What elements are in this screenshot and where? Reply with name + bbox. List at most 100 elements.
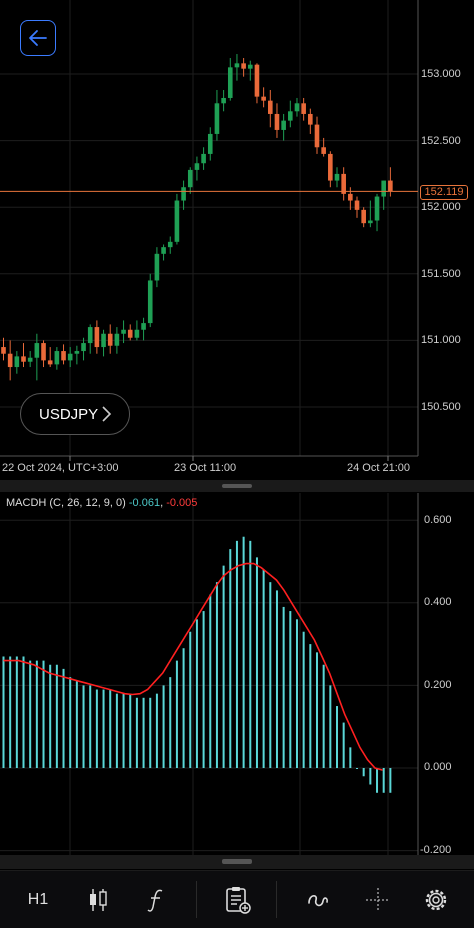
histogram-bar <box>82 685 85 768</box>
histogram-bar <box>389 768 392 793</box>
draw-icon <box>308 894 328 906</box>
histogram-bar <box>122 693 125 768</box>
candle-body <box>294 103 300 112</box>
price-label: 152.500 <box>421 135 461 147</box>
toolbar-separator <box>276 881 277 918</box>
candle-body <box>301 103 306 114</box>
histogram-bar <box>129 693 132 768</box>
histogram-bar <box>235 540 238 768</box>
function-icon <box>147 889 163 912</box>
histogram-bar <box>142 697 145 768</box>
histogram-bar <box>336 706 338 768</box>
candle-body <box>201 153 206 164</box>
candle-body <box>94 327 100 348</box>
indicator-value-signal: -0.005 <box>166 497 198 509</box>
histogram-bar <box>62 668 65 768</box>
candle-body <box>121 329 126 334</box>
candle-body <box>308 113 313 125</box>
back-button[interactable] <box>20 20 56 56</box>
histogram-bar <box>295 619 298 768</box>
chart-type-button[interactable] <box>78 871 118 928</box>
histogram-bar <box>215 582 218 768</box>
candle-body <box>87 327 93 344</box>
histogram-bar <box>242 536 245 768</box>
indicator-axis-label: 0.000 <box>424 761 452 773</box>
candle-body <box>127 329 133 338</box>
settings-icon <box>425 889 447 910</box>
timeframe-button[interactable]: H1 <box>27 890 49 908</box>
histogram-bar <box>2 656 5 768</box>
histogram-bar <box>222 565 225 768</box>
candle-body <box>167 241 173 248</box>
candle-body <box>67 353 73 361</box>
new-order-button[interactable] <box>216 871 260 928</box>
candle-body <box>174 200 180 242</box>
price-label: 150.500 <box>421 401 461 413</box>
candle-body <box>381 180 386 197</box>
candle-body <box>147 280 153 324</box>
candle-body <box>21 356 26 362</box>
candle-body <box>81 343 86 352</box>
pane-resize-handle-bottom[interactable] <box>222 859 252 864</box>
indicator-title[interactable]: MACDH (C, 26, 12, 9, 0) -0.061, -0.005 <box>6 497 198 509</box>
indicator-name: MACDH (C, 26, 12, 9, 0) <box>6 497 126 509</box>
histogram-bar <box>255 557 258 768</box>
symbol-selector[interactable]: USDJPY <box>20 393 130 435</box>
candle-body <box>321 147 326 154</box>
histogram-bar <box>329 685 332 768</box>
settings-button[interactable] <box>416 871 456 928</box>
candle-body <box>114 333 120 346</box>
pane-resize-handle-top[interactable] <box>222 484 252 488</box>
candle-body <box>207 133 213 154</box>
candle-body <box>368 220 373 224</box>
candle-body <box>194 163 200 170</box>
candles-icon <box>90 888 107 911</box>
histogram-bar <box>42 660 45 768</box>
histogram-bar <box>229 549 232 768</box>
candle-body <box>34 343 40 358</box>
toolbar-separator <box>196 881 197 918</box>
candle-body <box>261 96 266 101</box>
candle-body <box>388 180 393 192</box>
candle-body <box>374 196 380 221</box>
bottom-toolbar: H1 <box>0 870 474 928</box>
histogram-bar <box>322 664 325 768</box>
histogram-bar <box>289 611 292 768</box>
candle-body <box>27 357 33 362</box>
price-label: 151.000 <box>421 334 461 346</box>
indicator-axis-label: 0.200 <box>424 679 452 691</box>
histogram-bar <box>262 569 265 768</box>
candle-body <box>247 64 253 69</box>
histogram-bar <box>89 685 92 768</box>
draw-tools-button[interactable] <box>298 871 338 928</box>
candle-body <box>214 103 220 134</box>
histogram-layer <box>2 536 392 793</box>
price-label: 153.000 <box>421 68 461 80</box>
time-label: 24 Oct 21:00 <box>347 462 410 474</box>
indicators-button[interactable] <box>136 871 176 928</box>
candle-body <box>181 187 186 201</box>
crosshair-button[interactable] <box>358 871 398 928</box>
candle-body <box>234 63 240 68</box>
crosshair-icon <box>366 887 390 912</box>
candle-body <box>107 333 113 346</box>
histogram-bar <box>9 656 12 768</box>
histogram-bar <box>49 664 52 768</box>
candle-body <box>101 333 106 348</box>
candle-body <box>254 64 260 97</box>
price-grid <box>0 0 419 461</box>
histogram-bar <box>22 656 25 768</box>
histogram-bar <box>202 611 205 768</box>
histogram-bar <box>155 693 158 768</box>
candle-body <box>14 356 20 368</box>
candle-body <box>241 63 246 69</box>
indicator-value-histogram: -0.061 <box>128 497 161 509</box>
candle-body <box>141 323 146 330</box>
candle-body <box>161 247 166 254</box>
indicator-axis-label: -0.200 <box>420 844 452 856</box>
indicator-axis-label: 0.600 <box>424 514 452 526</box>
candle-body <box>274 113 280 130</box>
histogram-bar <box>169 677 172 768</box>
signal-line <box>3 562 383 771</box>
histogram-bar <box>115 693 118 768</box>
